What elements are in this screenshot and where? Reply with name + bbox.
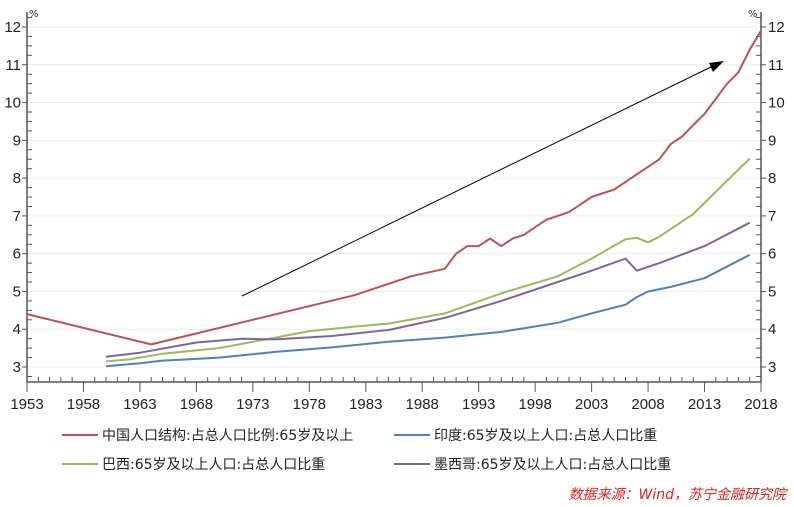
- legend-label: 墨西哥:65岁及以上人口:占总人口比重: [434, 457, 672, 473]
- y-tick-label-right: 3: [768, 359, 776, 376]
- y-tick-label-left: 9: [13, 132, 21, 149]
- legend-swatch: [62, 463, 98, 465]
- trend-arrow: [241, 64, 716, 297]
- y-unit-left: %: [29, 9, 39, 20]
- x-tick-label: 1998: [518, 396, 551, 413]
- x-tick-label: 1973: [236, 396, 269, 413]
- source-note: 数据来源：Wind，苏宁金融研究院: [568, 487, 787, 503]
- y-tick-label-right: 7: [768, 208, 776, 225]
- x-tick-label: 1963: [123, 396, 156, 413]
- y-tick-label-left: 10: [4, 95, 21, 112]
- legend-item-brazil: 巴西:65岁及以上人口:占总人口比重: [62, 454, 325, 474]
- y-tick-label-right: 12: [768, 19, 785, 36]
- x-tick-label: 1968: [180, 396, 213, 413]
- x-tick-label: 1978: [293, 396, 326, 413]
- series-line-0: [26, 30, 762, 346]
- x-tick-label: 2003: [575, 396, 608, 413]
- y-tick-label-left: 11: [5, 57, 21, 74]
- line-chart: 3 3 4 4 5 5 6 6 7 7 8 8 9 9 10 10 11 11 12 12 1953 1958 1963 19…: [4, 9, 785, 413]
- x-tick-label: 1958: [67, 396, 100, 413]
- legend-label: 印度:65岁及以上人口:占总人口比重: [434, 428, 658, 444]
- gridlines: [27, 26, 761, 368]
- y-tick-label-right: 9: [768, 132, 776, 149]
- y-tick-label-right: 10: [768, 95, 785, 112]
- y-tick-label-right: 11: [768, 57, 784, 74]
- legend-item-mexico: 墨西哥:65岁及以上人口:占总人口比重: [394, 454, 671, 474]
- y-tick-label-right: 8: [768, 170, 776, 187]
- x-tick-label: 1993: [462, 396, 495, 413]
- series-line-3: [105, 221, 751, 358]
- x-tick-label: 2013: [688, 396, 721, 413]
- y-tick-label-left: 12: [4, 19, 21, 36]
- x-tick-label: 1983: [349, 396, 382, 413]
- trend-arrow-head: [709, 61, 724, 72]
- series-line-2: [105, 157, 751, 363]
- y-tick-label-left: 5: [13, 283, 21, 300]
- legend-item-india: 印度:65岁及以上人口:占总人口比重: [394, 425, 657, 445]
- series-line-1: [105, 253, 751, 368]
- x-tick-label: 2018: [744, 396, 777, 413]
- x-tick-label: 1953: [10, 396, 43, 413]
- legend-swatch: [62, 434, 98, 436]
- y-tick-label-left: 4: [13, 321, 21, 338]
- y-tick-label-right: 4: [768, 321, 776, 338]
- y-tick-label-right: 6: [768, 246, 776, 263]
- y-tick-label-left: 6: [13, 246, 21, 263]
- y-unit-right: %: [748, 9, 758, 20]
- legend-swatch: [394, 434, 430, 436]
- axes: 3 3 4 4 5 5 6 6 7 7 8 8 9 9 10 10 11 11 12 12 1953 1958 1963 19…: [4, 12, 785, 413]
- y-tick-label-right: 5: [768, 283, 776, 300]
- legend-label: 巴西:65岁及以上人口:占总人口比重: [102, 457, 326, 473]
- legend-label: 中国人口结构:占总人口比例:65岁及以上: [102, 428, 354, 444]
- series-lines: [26, 30, 762, 368]
- legend-swatch: [394, 463, 430, 465]
- legend-item-china: 中国人口结构:占总人口比例:65岁及以上: [62, 425, 353, 445]
- x-tick-label: 1988: [406, 396, 439, 413]
- y-tick-label-left: 3: [13, 359, 21, 376]
- y-tick-label-left: 7: [13, 208, 21, 225]
- x-tick-label: 2008: [631, 396, 664, 413]
- y-tick-label-left: 8: [13, 170, 21, 187]
